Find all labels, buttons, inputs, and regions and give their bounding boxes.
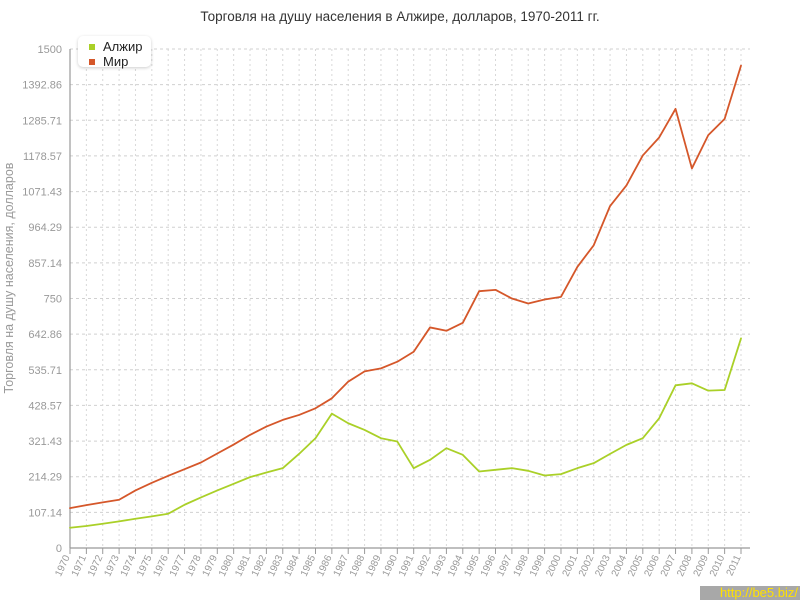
svg-text:2010: 2010 xyxy=(708,553,728,578)
svg-text:1178.57: 1178.57 xyxy=(23,151,62,163)
svg-text:1500: 1500 xyxy=(38,44,62,56)
svg-text:964.29: 964.29 xyxy=(28,222,62,234)
svg-text:535.71: 535.71 xyxy=(28,365,62,377)
svg-text:2011: 2011 xyxy=(725,553,744,578)
svg-text:107.14: 107.14 xyxy=(28,507,62,519)
svg-text:642.86: 642.86 xyxy=(28,329,62,341)
svg-text:0: 0 xyxy=(56,543,62,555)
svg-text:1285.71: 1285.71 xyxy=(22,115,62,127)
svg-text:428.57: 428.57 xyxy=(28,400,62,412)
svg-text:857.14: 857.14 xyxy=(28,258,62,270)
svg-text:750: 750 xyxy=(44,294,62,306)
svg-text:1071.43: 1071.43 xyxy=(22,187,62,199)
svg-text:1392.86: 1392.86 xyxy=(22,80,62,92)
svg-text:214.29: 214.29 xyxy=(28,472,62,484)
svg-text:321.43: 321.43 xyxy=(28,436,62,448)
